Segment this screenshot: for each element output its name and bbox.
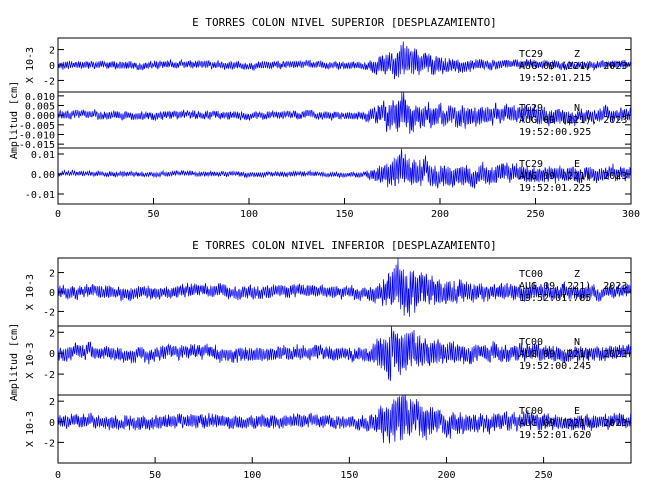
x-tick-label: 100	[243, 470, 261, 481]
y-tick-label: 0.00	[31, 170, 55, 181]
station-code: TC00	[519, 337, 543, 348]
waveform-trace	[58, 258, 631, 317]
waveform-trace	[58, 148, 631, 189]
trace-date: AUG 09 (221), 2023	[519, 61, 627, 72]
y-tick-label: 0.01	[31, 150, 55, 161]
x-tick-label: 50	[149, 470, 161, 481]
waveform-trace	[58, 41, 631, 80]
y-tick-label: 2	[49, 397, 55, 408]
x-tick-label: 300	[622, 209, 640, 220]
y-tick-label: -0.01	[25, 190, 55, 201]
component-label: Z	[574, 269, 580, 280]
scale-factor-label: X 10-3	[25, 411, 36, 447]
y-tick-label: 0.010	[25, 92, 55, 103]
y-tick-label: -2	[43, 76, 55, 87]
y-tick-label: -2	[43, 438, 55, 449]
x-tick-label: 150	[335, 209, 353, 220]
trace-time: 19:52:01.785	[519, 293, 591, 304]
x-tick-label: 250	[526, 209, 544, 220]
station-code: TC29	[519, 49, 543, 60]
y-tick-label: 0	[49, 418, 55, 429]
y-tick-label: 2	[49, 46, 55, 57]
component-label: Z	[574, 49, 580, 60]
trace-time: 19:52:01.215	[519, 73, 591, 84]
x-tick-label: 150	[340, 470, 358, 481]
y-tick-label: -2	[43, 370, 55, 381]
component-label: N	[574, 103, 580, 114]
trace-date: AUG 09 (221), 2023	[519, 349, 627, 360]
station-code: TC00	[519, 269, 543, 280]
y-axis-label: Amplitud [cm]	[9, 323, 20, 401]
y-tick-label: 0.005	[25, 102, 55, 113]
y-tick-label: 0	[49, 61, 55, 72]
trace-time: 19:52:00.245	[519, 361, 591, 372]
y-tick-label: -0.005	[19, 121, 55, 132]
x-tick-label: 100	[240, 209, 258, 220]
waveform-trace	[58, 92, 631, 134]
trace-time: 19:52:01.225	[519, 183, 591, 194]
x-tick-label: 50	[147, 209, 159, 220]
chart-title: E TORRES COLON NIVEL INFERIOR [DESPLAZAM…	[192, 239, 497, 252]
station-code: TC00	[519, 406, 543, 417]
scale-factor-label: X 10-3	[25, 274, 36, 310]
x-tick-label: 200	[431, 209, 449, 220]
waveform-trace	[58, 326, 631, 382]
component-label: E	[574, 159, 580, 170]
trace-date: AUG 09 (221), 2023	[519, 171, 627, 182]
waveform-trace	[58, 395, 631, 444]
y-tick-label: 0	[49, 349, 55, 360]
station-code: TC29	[519, 159, 543, 170]
y-tick-label: -2	[43, 307, 55, 318]
x-tick-label: 200	[437, 470, 455, 481]
scale-factor-label: X 10-3	[25, 47, 36, 83]
scale-factor-label: X 10-3	[25, 342, 36, 378]
trace-time: 19:52:00.925	[519, 127, 591, 138]
y-tick-label: 2	[49, 269, 55, 280]
trace-date: AUG 09 (221), 2023	[519, 418, 627, 429]
component-label: N	[574, 337, 580, 348]
trace-date: AUG 09 (221), 2023	[519, 281, 627, 292]
x-tick-label: 250	[535, 470, 553, 481]
y-axis-label: Amplitud [cm]	[9, 81, 20, 159]
y-tick-label: 2	[49, 328, 55, 339]
y-tick-label: -0.010	[19, 130, 55, 141]
trace-date: AUG 09 (221), 2023	[519, 115, 627, 126]
station-code: TC29	[519, 103, 543, 114]
y-tick-label: 0.000	[25, 111, 55, 122]
x-tick-label: 0	[55, 470, 61, 481]
panel-frame	[57, 394, 632, 464]
y-tick-label: -0.015	[19, 140, 55, 151]
y-tick-label: 0	[49, 288, 55, 299]
trace-time: 19:52:01.620	[519, 430, 591, 441]
x-tick-label: 0	[55, 209, 61, 220]
chart-title: E TORRES COLON NIVEL SUPERIOR [DESPLAZAM…	[192, 16, 497, 29]
component-label: E	[574, 406, 580, 417]
